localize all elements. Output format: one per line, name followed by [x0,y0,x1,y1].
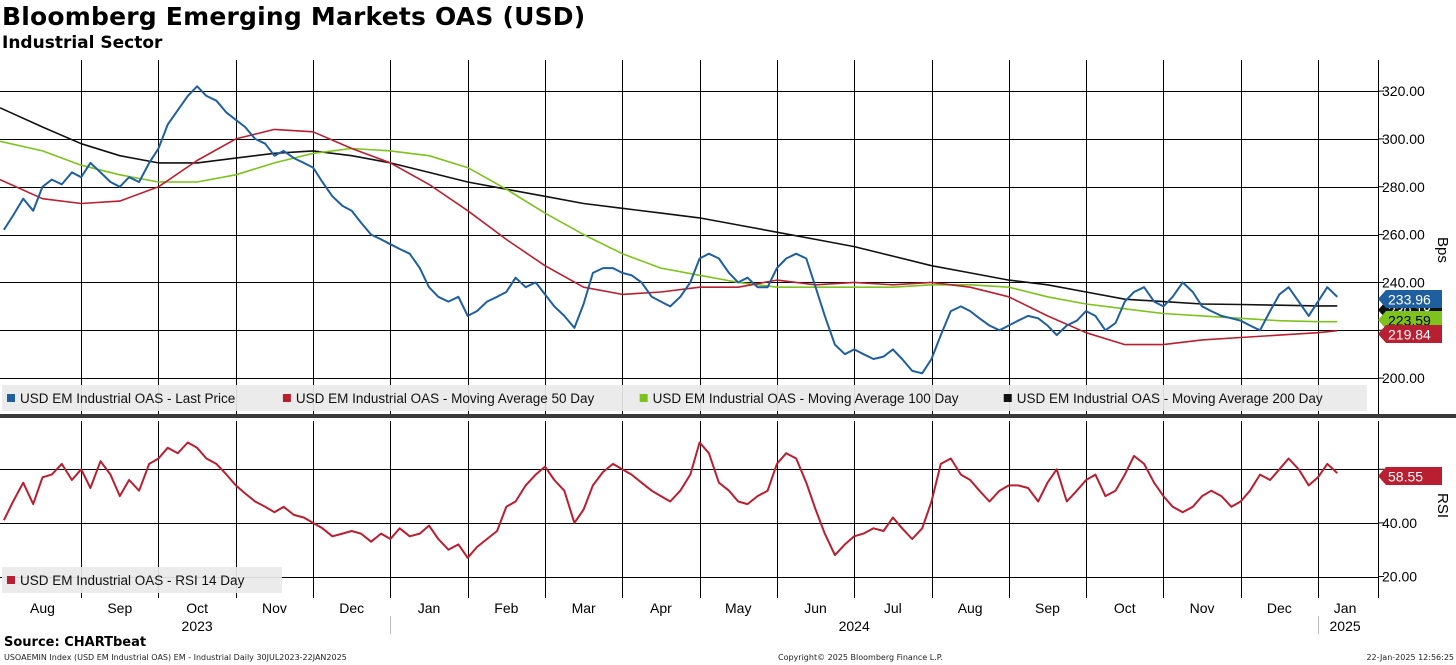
y-tick-label: 40.00 [1382,515,1417,531]
legend-label-last: USD EM Industrial OAS - Last Price [20,391,235,406]
x-tick-label: Jun [804,600,827,616]
x-tick-label: Jan [418,600,441,616]
legend-swatch-rsi [7,576,15,584]
y-tick-label: 200.00 [1382,370,1425,386]
x-tick-label: Nov [262,600,287,616]
legend-swatch-ma50 [282,394,291,402]
x-tick-label: Feb [494,600,518,616]
last-value-tag-ma100: 223.59 [1378,311,1442,329]
legend-label-ma200: USD EM Industrial OAS - Moving Average 2… [1017,391,1323,406]
legend-label-ma100: USD EM Industrial OAS - Moving Average 1… [653,391,959,406]
footer-copyright: Copyright© 2025 Bloomberg Finance L.P. [778,653,943,662]
last-value-tag-ma50: 219.84 [1378,325,1442,343]
y-tick-label: 300.00 [1382,131,1425,147]
x-tick-label: Apr [650,600,672,616]
y-tick-label: 320.00 [1382,83,1425,99]
tag-shape [1378,290,1442,308]
y-tick-label: 20.00 [1382,569,1417,585]
legend-label-ma50: USD EM Industrial OAS - Moving Average 5… [296,391,595,406]
x-tick-label: Mar [572,600,596,616]
series-line-ma50 [0,128,1338,346]
tag-value: 223.59 [1388,313,1431,329]
price-legend: USD EM Industrial OAS - Last Price USD EM… [2,385,1367,411]
legend-label-rsi: USD EM Industrial OAS - RSI 14 Day [20,573,245,588]
series-line-last [3,85,1338,375]
tag-value: 233.96 [1388,292,1431,308]
y-tick-label: 260.00 [1382,227,1425,243]
x-tick-label: Nov [1190,600,1215,616]
rsi-legend: USD EM Industrial OAS - RSI 14 Day [2,567,282,593]
legend-bg [2,567,282,593]
chart-title: Bloomberg Emerging Markets OAS (USD) [2,2,586,31]
price-panel [0,60,1378,414]
tag-shape [1378,325,1442,343]
x-tick-label: Sep [1035,600,1060,616]
legend-swatch-last [7,394,15,402]
panel-separator [0,414,1456,418]
x-tick-label: Dec [339,600,364,616]
x-year-label: 2023 [182,618,213,634]
x-year-label: 2024 [839,618,870,634]
tag-shape [1378,467,1442,485]
x-tick-label: Oct [186,600,208,616]
tag-value: 58.55 [1388,469,1423,485]
price-axis-title: Bps [1434,237,1451,263]
footer-index-info: USOAEMIN Index (USD EM Industrial OAS) E… [4,653,347,662]
last-value-tag-rsi: 58.55 [1378,467,1442,485]
footer-timestamp: 22-Jan-2025 12:56:25 [1366,653,1454,662]
last-value-tag-last: 233.96 [1378,290,1442,308]
chart-subtitle: Industrial Sector [2,33,163,53]
source-note: Source: CHARTbeat [4,635,147,650]
tag-value: 219.84 [1388,327,1431,343]
series-line-ma200 [0,107,1338,307]
grid-lines [0,60,1378,598]
x-tick-label: Oct [1114,600,1136,616]
x-tick-label: Aug [30,600,55,616]
legend-swatch-ma100 [639,394,648,402]
x-tick-label: Aug [958,600,983,616]
rsi-axis-title: RSI [1434,493,1451,518]
x-tick-label: Sep [107,600,132,616]
y-tick-label: 280.00 [1382,179,1425,195]
x-tick-label: Dec [1267,600,1292,616]
legend-swatch-ma200 [1003,394,1012,402]
x-tick-label: Jan [1334,600,1357,616]
x-tick-label: Jul [884,600,902,616]
x-tick-label: May [725,600,751,616]
legend-bg [2,385,1367,411]
series-line-ma100 [0,140,1338,323]
x-year-label: 2025 [1330,618,1361,634]
series-line-rsi [3,441,1338,559]
y-tick-label: 240.00 [1382,274,1425,290]
tag-shape [1378,311,1442,329]
